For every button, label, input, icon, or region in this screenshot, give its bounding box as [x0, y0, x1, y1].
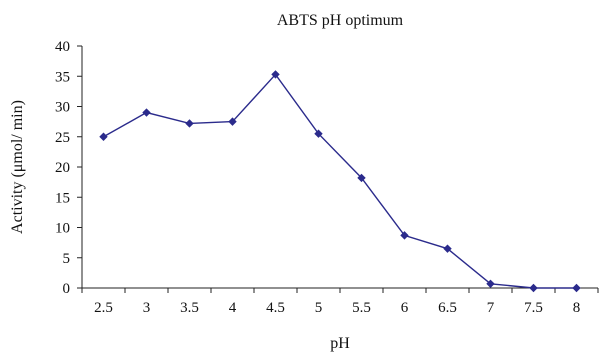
x-axis-label: pH [330, 335, 350, 352]
y-tick-label: 40 [55, 39, 70, 55]
x-tick-label: 3 [143, 300, 151, 316]
y-tick-label: 0 [63, 281, 71, 297]
y-axis-label: Activity (μmol/ min) [9, 100, 26, 234]
y-tick-label: 5 [63, 251, 71, 267]
x-tick-label: 5.5 [352, 300, 371, 316]
data-point-marker [400, 231, 409, 240]
series-line [103, 73, 577, 289]
data-point-marker [271, 70, 280, 79]
x-tick-label: 3.5 [180, 300, 199, 316]
data-point-marker [357, 173, 366, 183]
data-point-marker [443, 244, 452, 253]
data-point-marker [228, 117, 237, 126]
x-tick-label: 8 [573, 300, 581, 316]
x-ticks: 2.5 3 3.5 4 4.5 5 5.5 6 6.5 7 7.5 8 [81, 288, 599, 316]
y-ticks: 0 5 10 15 20 25 30 35 40 [55, 39, 82, 297]
x-tick-label: 4.5 [266, 300, 285, 316]
x-tick-label: 4 [229, 300, 237, 316]
data-point-marker [185, 119, 194, 128]
x-tick-label: 6 [401, 300, 409, 316]
y-tick-label: 25 [55, 130, 70, 146]
data-point-marker [486, 279, 495, 288]
x-tick-label: 6.5 [438, 300, 457, 316]
data-point-marker [529, 283, 538, 293]
data-point-marker [142, 108, 151, 117]
y-tick-label: 10 [55, 221, 70, 237]
data-point-marker [572, 283, 581, 293]
x-tick-label: 5 [315, 300, 323, 316]
y-tick-label: 30 [55, 100, 70, 116]
data-point-marker [314, 129, 323, 138]
data-point-marker [99, 132, 108, 141]
y-tick-label: 20 [55, 160, 70, 176]
x-tick-label: 2.5 [94, 300, 113, 316]
axes [81, 46, 598, 289]
x-tick-label: 7 [487, 300, 495, 316]
y-tick-label: 35 [55, 69, 70, 85]
x-tick-label: 7.5 [524, 300, 543, 316]
series-group [99, 70, 581, 293]
chart-title: ABTS pH optimum [277, 12, 404, 29]
y-tick-label: 15 [55, 190, 70, 206]
